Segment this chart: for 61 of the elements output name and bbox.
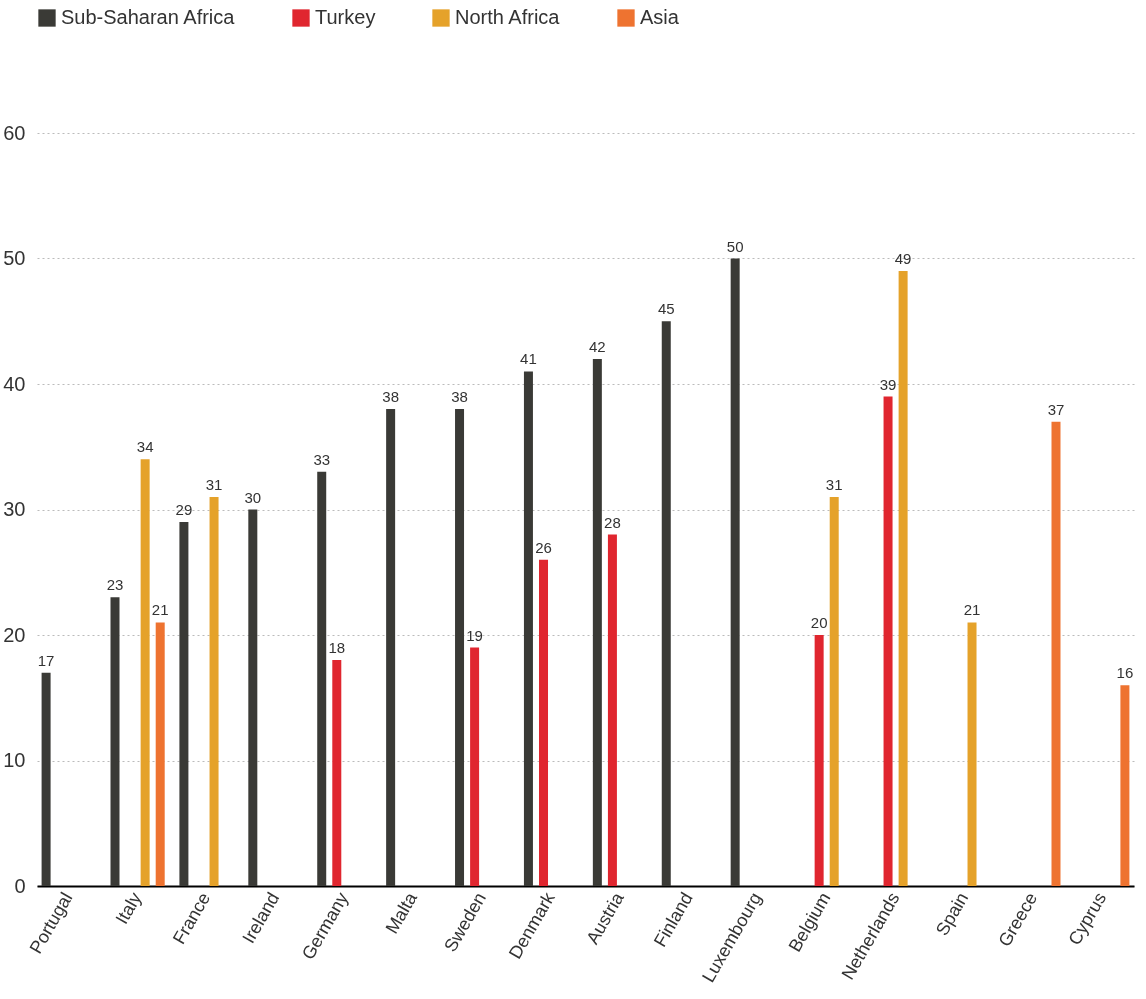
data-label: 29 [175,501,193,519]
bar [155,622,165,886]
data-label: 18 [328,639,346,657]
y-tick-label: 40 [3,372,26,395]
bar [661,321,671,886]
y-tick-label: 50 [3,247,26,269]
data-label: 16 [1116,664,1134,682]
bar [455,409,465,886]
data-label: 45 [657,300,675,318]
data-label: 26 [535,538,552,556]
bar [539,559,549,886]
bar [179,522,189,886]
data-label: 49 [894,250,912,268]
bar [898,271,908,886]
y-tick-label: 0 [14,874,26,897]
data-label: 21 [151,601,169,619]
bar [730,258,740,886]
data-label: 34 [136,438,154,456]
legend-label: Asia [640,6,680,28]
bar [1120,685,1130,886]
data-label: 31 [205,475,223,493]
bar [41,672,51,886]
bar [332,660,342,886]
data-label: 50 [726,237,744,255]
data-label: 23 [106,576,124,594]
data-label: 39 [879,375,897,393]
bar [523,371,533,886]
data-label: 30 [244,488,262,506]
y-tick-label: 30 [3,498,26,520]
bar [209,496,219,886]
bar [607,534,617,886]
bar [883,396,893,886]
data-label: 38 [382,388,399,406]
bar [386,409,396,886]
bar [592,358,602,886]
data-label: 38 [451,388,468,406]
bar [317,471,327,886]
bar [110,597,120,886]
bar [248,509,258,886]
data-label: 28 [604,513,621,531]
bar [829,496,839,886]
bar [140,459,150,886]
data-label: 21 [963,601,981,619]
data-label: 33 [313,450,331,468]
data-label: 37 [1047,400,1065,418]
bar [1051,421,1061,886]
data-label: 31 [825,475,843,493]
bar [814,635,824,886]
legend-label: Sub-Saharan Africa [61,6,236,28]
legend-label: North Africa [455,6,561,28]
data-label: 20 [810,614,828,631]
data-label: 19 [466,626,483,644]
bar [470,647,480,886]
y-tick-label: 20 [3,623,26,646]
y-tick-label: 10 [3,749,26,771]
data-label: 42 [589,337,606,355]
bar [967,622,977,886]
data-label: 41 [520,350,537,368]
legend-label: Turkey [315,6,376,28]
y-tick-label: 60 [3,121,26,144]
data-label: 17 [37,651,55,669]
